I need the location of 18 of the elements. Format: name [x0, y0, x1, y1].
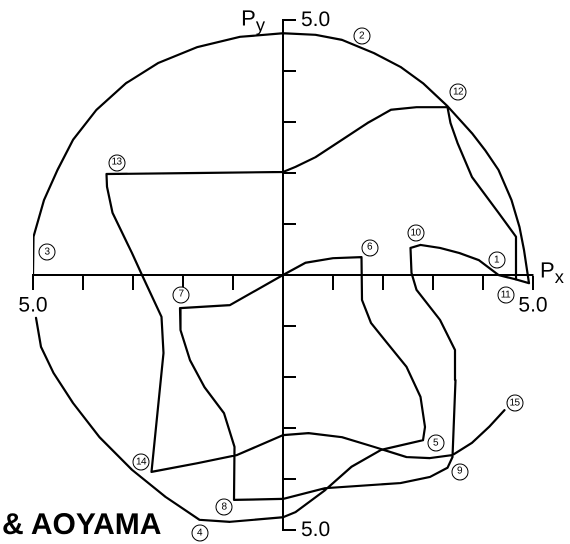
- annotation: 10: [407, 224, 424, 242]
- annotation: 3: [38, 244, 56, 261]
- annotation: 14: [132, 454, 150, 471]
- y-axis-title: P$_{y}$: [241, 6, 265, 36]
- annotation: 13: [108, 154, 125, 172]
- annotation: 8: [216, 498, 232, 516]
- annotation: 2: [353, 28, 370, 45]
- annotation: & AOYAMA: [2, 508, 162, 541]
- annotation: 9: [451, 463, 468, 480]
- annotation: 4: [191, 524, 208, 542]
- annotation: 15: [506, 394, 523, 412]
- annotation: 5: [427, 434, 444, 452]
- annotation: 1: [488, 252, 505, 269]
- annotation: 7: [172, 286, 190, 304]
- x-axis-title: P$_{x}$: [540, 258, 564, 288]
- annotation: 6: [361, 239, 378, 256]
- annotation: 11: [497, 286, 514, 304]
- annotation: 12: [450, 84, 466, 101]
